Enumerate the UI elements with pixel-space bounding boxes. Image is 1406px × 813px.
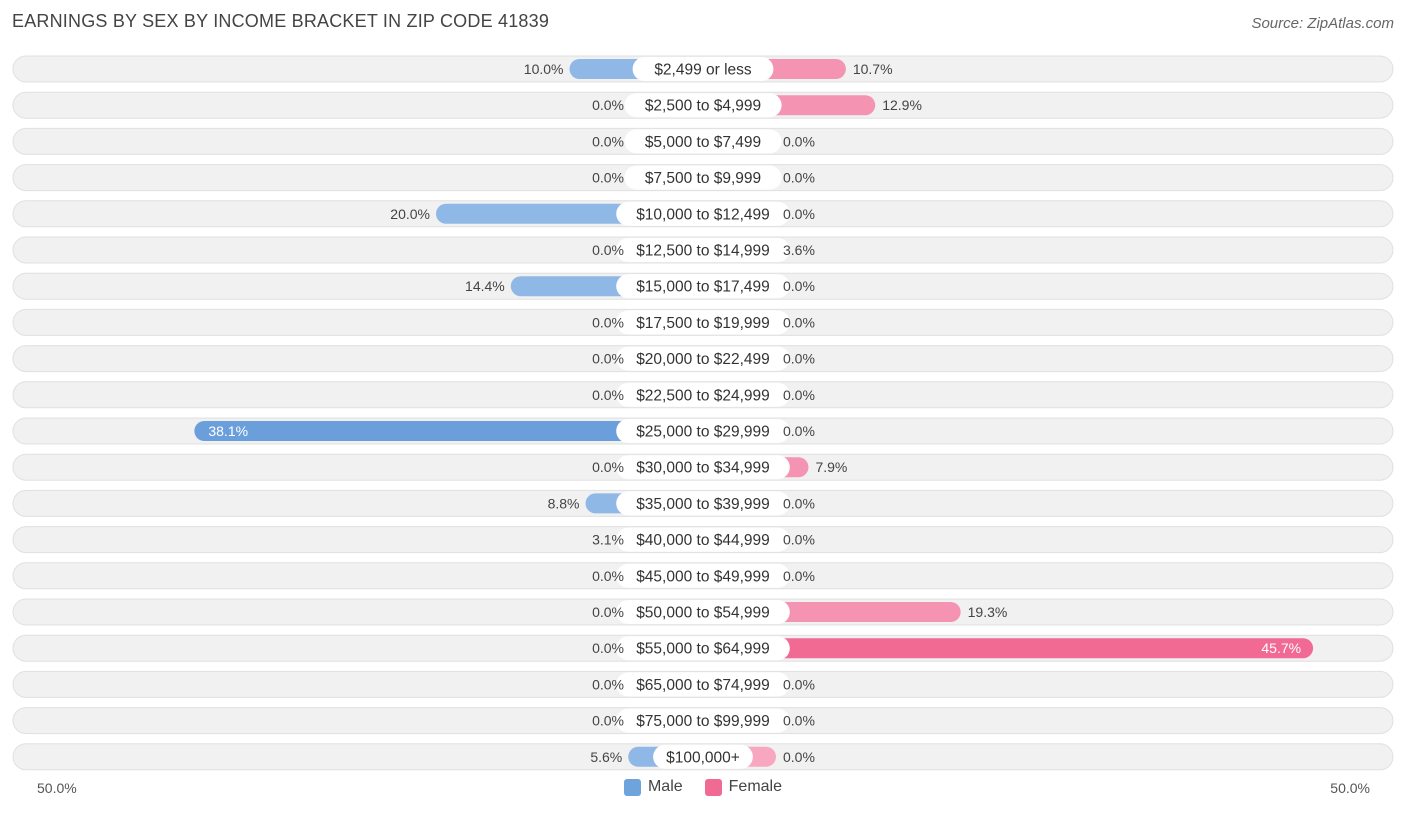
category-label: $7,500 to $9,999 — [645, 170, 761, 187]
bar-female — [693, 638, 1314, 659]
category-pill — [616, 238, 790, 262]
category-pill — [616, 310, 790, 335]
legend-item-male[interactable]: Male — [623, 778, 683, 796]
legend-item-female[interactable]: Female — [704, 778, 783, 796]
value-label-female: 0.0% — [783, 206, 815, 222]
value-label-female: 10.7% — [853, 61, 893, 77]
value-label-female: 0.0% — [783, 278, 815, 294]
value-label-female: 12.9% — [882, 97, 922, 113]
category-label: $50,000 to $54,999 — [636, 605, 770, 622]
legend-label-female: Female — [728, 778, 783, 795]
value-label-male: 0.0% — [592, 713, 624, 729]
category-label: $20,000 to $22,499 — [636, 351, 770, 368]
category-pill — [616, 491, 790, 516]
value-label-male: 8.8% — [548, 495, 580, 511]
category-pill — [653, 744, 753, 769]
value-label-female: 19.3% — [968, 604, 1008, 620]
value-label-male: 0.0% — [592, 387, 624, 403]
category-label: $100,000+ — [666, 749, 740, 766]
category-pill — [616, 636, 790, 661]
value-label-female: 0.0% — [783, 387, 815, 403]
legend-label-male: Male — [647, 778, 683, 795]
source-credit: Source: ZipAtlas.com — [1251, 15, 1394, 32]
category-label: $45,000 to $49,999 — [636, 568, 770, 585]
value-label-female: 0.0% — [783, 495, 815, 511]
category-pill — [632, 57, 774, 81]
value-label-female: 45.7% — [1261, 640, 1301, 656]
category-pill — [616, 563, 790, 588]
value-label-female: 7.9% — [815, 459, 847, 475]
category-label: $30,000 to $34,999 — [636, 460, 770, 477]
value-label-female: 0.0% — [783, 133, 815, 149]
category-label: $10,000 to $12,499 — [636, 206, 770, 223]
value-label-male: 3.1% — [592, 532, 624, 548]
category-pill — [624, 129, 782, 154]
value-label-female: 0.0% — [783, 676, 815, 692]
category-pill — [616, 201, 790, 226]
category-pill — [616, 708, 790, 733]
legend-swatch-female — [704, 778, 722, 796]
bar-male — [194, 421, 714, 441]
category-label: $22,500 to $24,999 — [636, 387, 770, 404]
category-label: $65,000 to $74,999 — [636, 677, 770, 694]
value-label-female: 0.0% — [783, 749, 815, 765]
category-label: $15,000 to $17,499 — [636, 279, 770, 296]
value-label-male: 0.0% — [592, 314, 624, 330]
value-label-male: 0.0% — [592, 604, 624, 620]
category-pill — [616, 274, 790, 299]
value-label-male: 10.0% — [524, 61, 564, 77]
category-label: $40,000 to $44,999 — [636, 532, 770, 549]
value-label-female: 0.0% — [783, 568, 815, 584]
category-pill — [624, 165, 782, 190]
category-label: $17,500 to $19,999 — [636, 315, 770, 332]
chart-title: EARNINGS BY SEX BY INCOME BRACKET IN ZIP… — [12, 11, 550, 31]
category-label: $2,500 to $4,999 — [645, 98, 761, 115]
axis-right-label: 50.0% — [1330, 780, 1370, 796]
category-pill — [616, 672, 790, 697]
value-label-female: 0.0% — [783, 423, 815, 439]
category-pill — [616, 600, 790, 624]
value-label-male: 0.0% — [592, 640, 624, 656]
value-label-female: 0.0% — [783, 314, 815, 330]
category-label: $25,000 to $29,999 — [636, 424, 770, 441]
category-label: $5,000 to $7,499 — [645, 134, 761, 151]
value-label-male: 0.0% — [592, 242, 624, 258]
value-label-male: 0.0% — [592, 568, 624, 584]
category-pill — [616, 527, 790, 552]
value-label-male: 14.4% — [465, 278, 505, 294]
value-label-male: 0.0% — [592, 133, 624, 149]
legend-swatch-male — [623, 778, 641, 796]
category-pill — [616, 419, 790, 443]
value-label-female: 3.6% — [783, 242, 815, 258]
category-label: $35,000 to $39,999 — [636, 496, 770, 513]
legend: Male Female — [0, 778, 1406, 796]
category-pill — [616, 382, 790, 407]
value-label-male: 0.0% — [592, 351, 624, 367]
category-pill — [624, 93, 782, 118]
value-label-female: 0.0% — [783, 170, 815, 186]
category-pill — [616, 455, 790, 480]
axis-left-label: 50.0% — [37, 780, 77, 796]
value-label-male: 0.0% — [592, 170, 624, 186]
value-label-male: 0.0% — [592, 459, 624, 475]
value-label-male: 0.0% — [592, 676, 624, 692]
category-label: $12,500 to $14,999 — [636, 243, 770, 260]
value-label-male: 20.0% — [390, 206, 430, 222]
value-label-female: 0.0% — [783, 532, 815, 548]
value-label-male: 38.1% — [208, 423, 248, 439]
category-label: $2,499 or less — [654, 62, 752, 79]
category-pill — [616, 346, 790, 371]
category-label: $55,000 to $64,999 — [636, 641, 770, 658]
category-label: $75,000 to $99,999 — [636, 713, 770, 730]
value-label-male: 0.0% — [592, 97, 624, 113]
value-label-male: 5.6% — [590, 749, 622, 765]
value-label-female: 0.0% — [783, 351, 815, 367]
value-label-female: 0.0% — [783, 713, 815, 729]
